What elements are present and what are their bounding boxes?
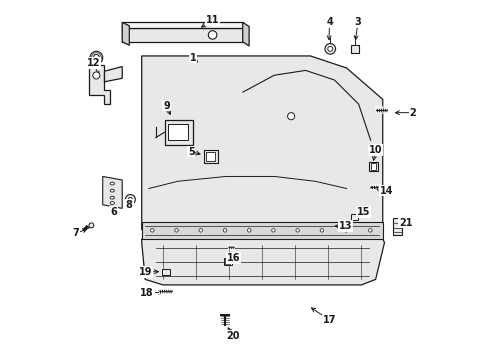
Ellipse shape [110, 189, 114, 192]
Circle shape [295, 229, 299, 232]
Bar [370, 163, 376, 170]
Text: 4: 4 [325, 17, 332, 27]
Bar [225, 260, 230, 264]
Bar [162, 269, 170, 275]
Circle shape [223, 229, 226, 232]
Circle shape [150, 229, 154, 232]
Text: 14: 14 [379, 186, 392, 195]
Text: 10: 10 [368, 145, 382, 155]
Polygon shape [122, 22, 242, 28]
Circle shape [368, 229, 371, 232]
Text: 15: 15 [356, 207, 369, 217]
Text: 17: 17 [322, 315, 336, 325]
Text: 1: 1 [189, 53, 196, 63]
Bar [350, 45, 358, 53]
Circle shape [325, 44, 335, 54]
Bar [168, 124, 187, 140]
Polygon shape [164, 120, 193, 145]
Bar [392, 218, 402, 235]
Circle shape [125, 194, 135, 204]
Circle shape [344, 229, 347, 232]
Polygon shape [142, 56, 382, 258]
Ellipse shape [110, 196, 114, 199]
Circle shape [320, 229, 323, 232]
Text: 20: 20 [226, 331, 240, 341]
Polygon shape [104, 67, 122, 82]
Circle shape [287, 113, 294, 120]
Polygon shape [88, 65, 110, 104]
Circle shape [208, 31, 216, 39]
Polygon shape [142, 239, 384, 285]
Circle shape [93, 72, 100, 79]
Circle shape [327, 46, 332, 51]
Polygon shape [242, 22, 248, 46]
Text: 5: 5 [187, 147, 194, 157]
Polygon shape [122, 22, 129, 45]
Text: 6: 6 [110, 207, 117, 217]
Text: 9: 9 [163, 100, 169, 111]
Text: 2: 2 [408, 108, 415, 118]
Circle shape [247, 229, 250, 232]
Text: 8: 8 [125, 200, 132, 210]
Ellipse shape [110, 202, 114, 204]
Text: 7: 7 [73, 228, 80, 238]
Text: 18: 18 [140, 288, 154, 298]
Text: 16: 16 [226, 253, 240, 263]
Bar [142, 222, 382, 239]
Polygon shape [122, 28, 242, 42]
Bar [203, 150, 218, 163]
Bar [350, 214, 357, 220]
Circle shape [93, 54, 100, 61]
Circle shape [199, 229, 202, 232]
Text: 13: 13 [338, 221, 351, 231]
Bar [224, 258, 231, 265]
Text: 19: 19 [138, 267, 152, 277]
Text: 3: 3 [354, 17, 361, 27]
Bar [205, 152, 215, 161]
Circle shape [89, 223, 94, 228]
Polygon shape [102, 176, 122, 208]
Circle shape [174, 229, 178, 232]
Circle shape [90, 51, 102, 64]
Circle shape [271, 229, 275, 232]
Text: 21: 21 [398, 217, 412, 228]
Bar [368, 162, 377, 171]
Circle shape [128, 197, 132, 202]
Text: 11: 11 [205, 15, 219, 25]
Ellipse shape [110, 182, 114, 185]
Text: 12: 12 [87, 58, 101, 68]
